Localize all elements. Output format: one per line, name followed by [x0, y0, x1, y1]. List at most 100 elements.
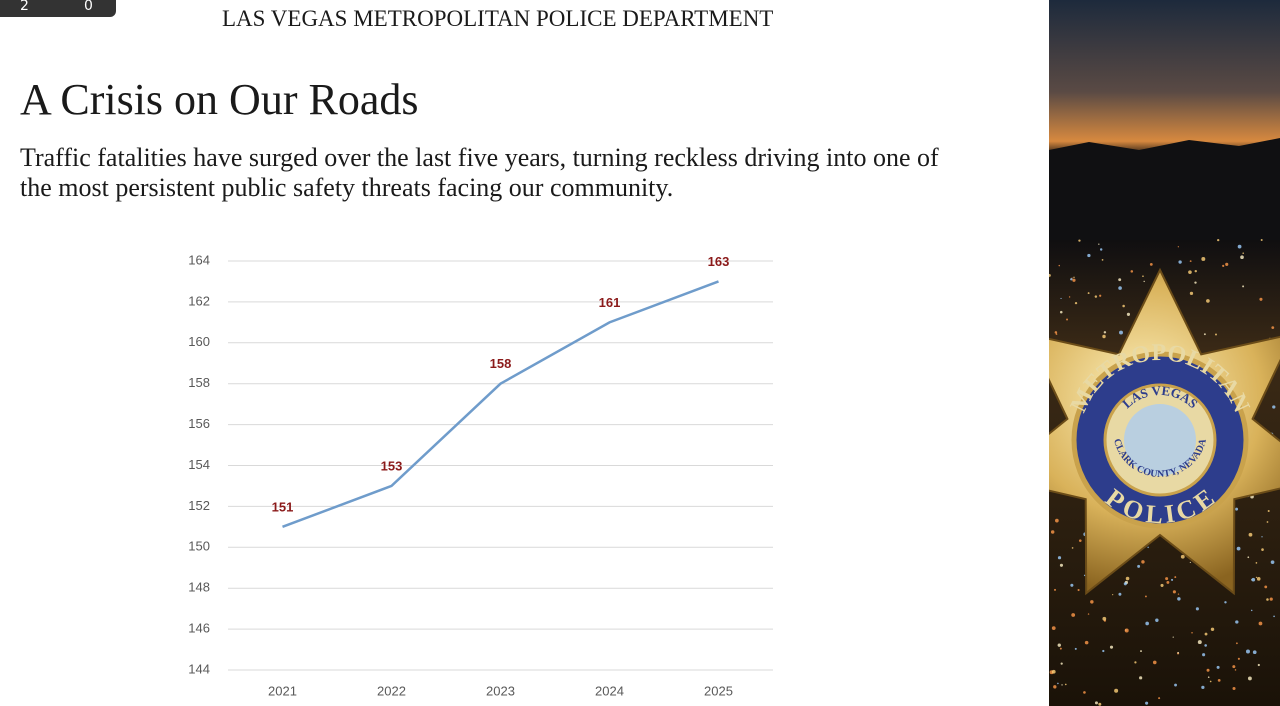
city-light	[1224, 601, 1227, 604]
city-light	[1071, 547, 1074, 549]
city-light	[1189, 260, 1192, 263]
y-tick-label: 150	[188, 539, 210, 554]
y-tick-label: 144	[188, 661, 210, 676]
city-light	[1250, 609, 1253, 612]
city-light	[1057, 556, 1062, 560]
city-light	[1191, 632, 1193, 634]
data-label: 161	[599, 295, 621, 310]
city-light	[1269, 597, 1273, 601]
city-light	[1101, 258, 1104, 261]
city-light	[1122, 304, 1125, 308]
city-light	[1064, 683, 1067, 686]
city-light	[1209, 680, 1212, 683]
city-light	[1214, 333, 1218, 336]
line	[282, 280, 719, 529]
city-light	[1118, 286, 1122, 290]
city-light	[1051, 669, 1056, 674]
city-light	[1194, 281, 1197, 284]
city-light	[1147, 546, 1149, 549]
city-light	[1071, 613, 1076, 617]
city-light	[1270, 560, 1275, 565]
city-light	[1247, 676, 1252, 681]
city-light	[1158, 697, 1161, 700]
city-light	[1258, 621, 1263, 626]
city-light	[1094, 701, 1098, 705]
city-light	[1172, 636, 1174, 638]
city-light	[1072, 278, 1076, 282]
x-tick-label: 2025	[704, 683, 733, 698]
y-tick-label: 156	[188, 416, 210, 431]
city-light	[1098, 243, 1100, 245]
city-light	[1170, 578, 1174, 581]
city-light	[1188, 270, 1192, 274]
city-light	[1074, 647, 1077, 650]
city-light	[1061, 684, 1063, 686]
city-light	[1144, 595, 1147, 598]
city-light	[1142, 275, 1144, 278]
city-light	[1094, 295, 1098, 298]
city-light	[1174, 683, 1177, 687]
city-light	[1261, 536, 1263, 538]
city-light	[1177, 246, 1179, 248]
city-light	[1058, 264, 1060, 267]
chart: 144 146 148 150 152 154 156 158 160 162 164 2021 202…	[188, 252, 773, 698]
city-light	[1149, 262, 1153, 266]
city-light	[1102, 649, 1105, 653]
city-light	[1060, 662, 1063, 665]
city-light	[1217, 678, 1221, 682]
city-light	[1103, 331, 1107, 334]
city-light	[1087, 292, 1090, 295]
city-light	[1257, 663, 1260, 667]
city-light	[1201, 256, 1206, 261]
city-light	[1201, 685, 1205, 690]
city-light	[1078, 539, 1082, 542]
city-light	[1206, 668, 1210, 672]
city-light	[1083, 574, 1086, 577]
city-light	[1203, 333, 1206, 336]
city-light	[1266, 521, 1269, 523]
data-label: 158	[490, 356, 512, 371]
city-light	[1087, 253, 1091, 258]
city-light	[1195, 607, 1199, 611]
city-light	[1083, 691, 1086, 694]
city-light	[1235, 507, 1239, 511]
city-light	[1140, 650, 1142, 653]
city-light	[1216, 665, 1220, 669]
city-light	[1165, 577, 1169, 581]
side-image: METROPOLITAN LAS VEGAS CLARK COUNTY, NEV…	[1049, 0, 1280, 706]
city-light	[1055, 518, 1059, 523]
city-light	[1070, 278, 1073, 281]
city-light	[1273, 615, 1275, 618]
city-light	[1099, 294, 1102, 297]
city-light	[1180, 554, 1185, 559]
y-tick-label: 158	[188, 375, 210, 390]
city-light	[1125, 576, 1130, 581]
city-light	[1172, 590, 1176, 594]
city-light	[1266, 598, 1269, 601]
city-light	[1242, 252, 1244, 254]
city-light	[1102, 334, 1106, 339]
y-tick-label: 152	[188, 498, 210, 513]
city-light	[1112, 594, 1114, 596]
city-light	[1074, 301, 1078, 305]
city-light	[1178, 260, 1182, 264]
city-light	[1177, 651, 1179, 654]
city-light	[1059, 563, 1064, 567]
city-light	[1152, 660, 1157, 665]
city-light	[1236, 642, 1238, 645]
city-light	[1260, 239, 1263, 242]
city-light	[1234, 669, 1237, 671]
city-light	[1259, 297, 1263, 301]
badge-seal	[1124, 404, 1196, 476]
city-light	[1252, 650, 1257, 655]
city-light	[1237, 244, 1242, 249]
city-light	[1256, 577, 1261, 581]
city-light	[1248, 532, 1253, 537]
city-light	[1090, 600, 1094, 604]
city-light	[1174, 576, 1177, 579]
y-tick-label: 162	[188, 293, 210, 308]
city-light	[1177, 593, 1180, 595]
city-light	[1143, 280, 1145, 283]
data-label: 151	[272, 499, 294, 514]
